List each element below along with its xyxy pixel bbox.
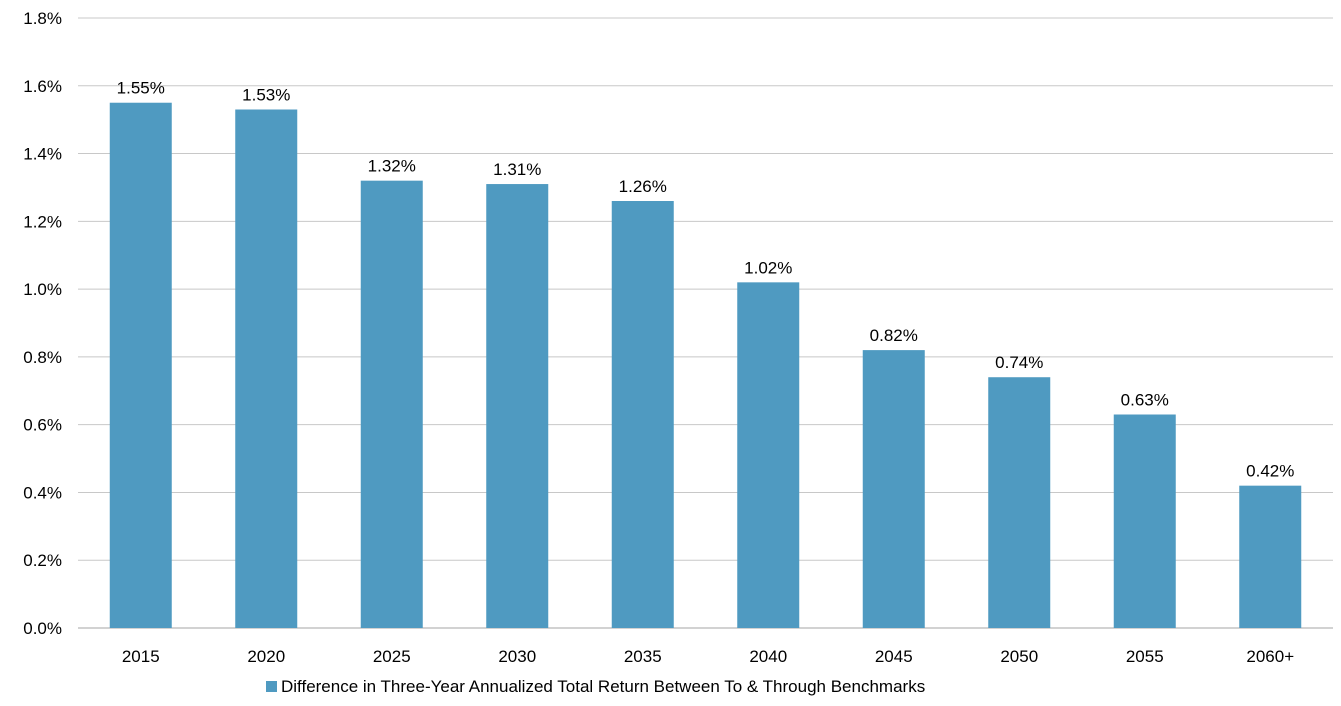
data-label-2035: 1.26% [619,177,667,196]
data-label-2025: 1.32% [368,157,416,176]
data-label-2015: 1.55% [117,79,165,98]
x-tick-label: 2015 [122,647,160,666]
data-label-2060+: 0.42% [1246,462,1294,481]
y-tick-label: 0.2% [23,551,62,570]
y-tick-label: 1.4% [23,145,62,164]
bar-2060+ [1239,485,1302,628]
data-labels: 1.55% 1.53% 1.32% 1.31% 1.26% 1.02% 0.82% 0.74%… [117,79,1295,481]
y-tick-label: 1.6% [23,77,62,96]
bar-2015 [109,102,172,628]
y-axis-ticks: 0.0% 0.2% 0.4% 0.6% 0.8% 1.0% 1.2% 1.4% 1.6% 1.8% [23,9,62,638]
data-label-2055: 0.63% [1121,391,1169,410]
x-tick-label: 2055 [1126,647,1164,666]
x-tick-label: 2060+ [1246,647,1294,666]
x-tick-label: 2020 [247,647,285,666]
bars [109,102,1302,629]
x-axis-ticks: 2015 2020 2025 2030 2035 2040 2045 2050 2055 2060… [122,647,1294,666]
data-label-2045: 0.82% [870,326,918,345]
y-tick-label: 1.8% [23,9,62,28]
bar-2025 [360,180,423,628]
bar-2055 [1113,414,1176,628]
data-label-2030: 1.31% [493,160,541,179]
x-tick-label: 2025 [373,647,411,666]
bar-2030 [486,184,549,629]
x-tick-label: 2040 [749,647,787,666]
y-tick-label: 1.2% [23,212,62,231]
data-label-2050: 0.74% [995,353,1043,372]
bar-2045 [862,350,925,628]
bar-2050 [988,377,1051,628]
legend-label: Difference in Three-Year Annualized Tota… [281,677,925,696]
x-tick-label: 2050 [1000,647,1038,666]
bar-2035 [611,201,674,628]
y-tick-label: 0.6% [23,416,62,435]
y-tick-label: 0.8% [23,348,62,367]
data-label-2040: 1.02% [744,258,792,277]
bar-2040 [737,282,800,628]
x-tick-label: 2030 [498,647,536,666]
y-tick-label: 1.0% [23,280,62,299]
legend: Difference in Three-Year Annualized Tota… [266,677,925,696]
data-label-2020: 1.53% [242,86,290,105]
x-tick-label: 2035 [624,647,662,666]
y-tick-label: 0.0% [23,619,62,638]
y-tick-label: 0.4% [23,483,62,502]
x-tick-label: 2045 [875,647,913,666]
bar-2020 [235,109,298,628]
legend-swatch [266,681,277,692]
